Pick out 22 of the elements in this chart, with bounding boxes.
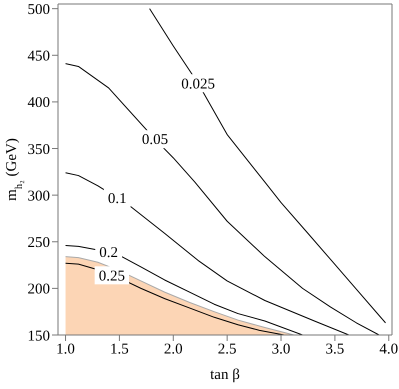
x-tick-label: 3.0 xyxy=(272,342,290,358)
x-tick-label: 1.5 xyxy=(110,342,129,358)
y-tick-label: 350 xyxy=(28,142,50,158)
x-tick-label: 3.5 xyxy=(326,342,344,358)
series-label: 0.05 xyxy=(142,132,168,148)
y-tick-label: 300 xyxy=(28,188,50,204)
x-tick-label: 4.0 xyxy=(379,342,398,358)
y-tick-label: 400 xyxy=(28,95,50,112)
x-tick-label: 2.5 xyxy=(218,342,237,358)
x-tick-label: 1.0 xyxy=(56,342,75,358)
x-tick-label: 2.0 xyxy=(164,342,183,358)
y-tick-label: 200 xyxy=(28,282,50,298)
y-tick-label: 450 xyxy=(28,48,50,65)
y-tick-label: 250 xyxy=(28,235,50,252)
series-label: 0.1 xyxy=(108,190,127,207)
line-series xyxy=(65,172,350,335)
y-tick-label: 500 xyxy=(28,2,50,18)
series-label: 0.2 xyxy=(99,245,118,262)
x-axis-title: tan β xyxy=(210,367,240,383)
y-tick-label: 150 xyxy=(28,328,50,344)
series-label: 0.025 xyxy=(181,76,215,92)
line-series xyxy=(65,63,380,335)
